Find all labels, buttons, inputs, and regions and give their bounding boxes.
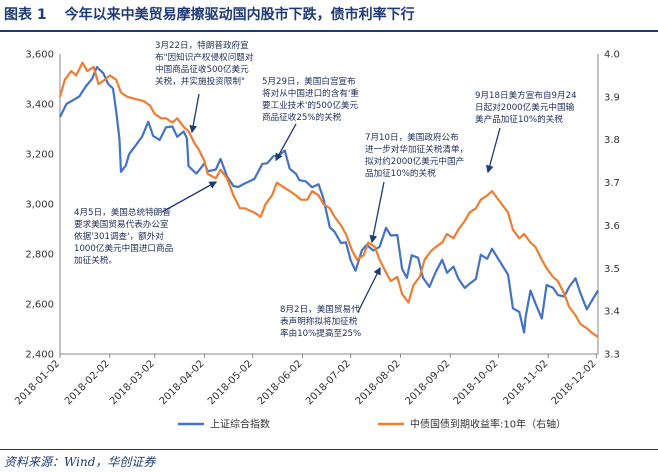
right-tick-label: 3.3 <box>604 350 620 361</box>
annotation-line: 依据'301调查'，额外对 <box>74 230 164 242</box>
left-tick-label: 3,000 <box>25 200 54 211</box>
annotation-line: 1000亿美元中国进口商品 <box>74 242 173 254</box>
annotation-arrow <box>189 93 200 134</box>
annotation-line: 拟对约2000亿美元中国产 <box>365 155 464 167</box>
right-tick-label: 3.6 <box>604 221 620 232</box>
x-tick-label: 2018-03-02 <box>108 358 157 407</box>
figure-label: 图表 1 <box>4 7 47 23</box>
annotation-line: 7月10日，美国政府公布 <box>365 131 459 143</box>
annotation-line: 品加征10%的关税 <box>365 167 436 179</box>
right-tick-label: 4.0 <box>604 50 620 61</box>
left-tick-label: 3,400 <box>25 100 54 111</box>
source-divider <box>0 449 658 450</box>
annotation-may29: 5月29日，美国白宫宣布将对从中国进口的含有'重要工业技术'的500亿美元商品征… <box>262 75 359 162</box>
annotation-line: 布"因知识产权侵权问题对 <box>155 51 254 63</box>
series-line-10y-bond-yield <box>58 61 599 338</box>
x-tick-label: 2018-02-02 <box>63 358 112 407</box>
annotation-line: 日起对2000亿美元中国输 <box>475 101 575 113</box>
right-tick-label: 3.5 <box>604 264 620 275</box>
left-tick-label: 3,200 <box>25 150 54 161</box>
annotations-layer: 3月22日，特朗普政府宣布"因知识产权侵权问题对中国商品征收500亿美元关税，并… <box>74 39 577 339</box>
annotation-line: 5月29日，美国白宫宣布 <box>262 75 356 87</box>
right-tick-label: 3.7 <box>604 178 620 189</box>
annotation-line: 中国商品征收500亿美元 <box>155 63 249 75</box>
annotation-line: 关税，并实施投资限制" <box>155 75 245 87</box>
left-tick-label: 2,400 <box>25 350 54 361</box>
annotation-line: 要求美国贸易代表办公室 <box>74 218 169 230</box>
x-tick-label: 2018-07-02 <box>304 358 353 407</box>
annotation-jul10: 7月10日，美国政府公布进一步对华加征关税清单，拟对约2000亿美元中国产品加征… <box>365 131 468 244</box>
annotation-line: 美产品加征10%的关税 <box>475 113 563 125</box>
x-tick-label: 2018-08-02 <box>354 358 403 407</box>
right-tick-label: 3.4 <box>604 307 620 318</box>
annotation-line: 加征关税。 <box>74 254 117 266</box>
legend: 上证综合指数 中债国债到期收益率:10年（右轴） <box>178 418 566 431</box>
x-tick-label: 2018-10-02 <box>452 358 501 407</box>
figure-header: 图表 1 今年以来中美贸易摩擦驱动国内股市下跌，债市利率下行 <box>0 0 658 28</box>
x-tick-label: 2018-09-02 <box>403 358 452 407</box>
annotation-line: 8月2日，美国贸易代 <box>280 303 360 315</box>
series-layer <box>58 61 599 338</box>
annotation-line: 4月5日，美国总统特朗普 <box>74 206 171 218</box>
left-tick-label: 3,600 <box>25 50 54 61</box>
legend-label: 上证综合指数 <box>210 418 270 431</box>
annotation-mar22: 3月22日，特朗普政府宣布"因知识产权侵权问题对中国商品征收500亿美元关税，并… <box>155 39 254 134</box>
left-tick-label: 2,600 <box>25 300 54 311</box>
x-tick-label: 2018-12-02 <box>550 358 599 407</box>
title-divider <box>0 30 658 32</box>
x-tick-label: 2018-05-02 <box>206 358 255 407</box>
x-tick-label: 2018-01-02 <box>13 358 62 407</box>
figure-title: 今年以来中美贸易摩擦驱动国内股市下跌，债市利率下行 <box>64 7 415 23</box>
annotation-line: 9月18日美方宣布自9月24 <box>475 89 577 101</box>
annotation-line: 进一步对华加征关税清单， <box>365 143 468 155</box>
right-tick-label: 3.9 <box>604 92 620 103</box>
annotation-arrow <box>357 266 381 313</box>
annotation-line: 3月22日，特朗普政府宣 <box>155 39 249 51</box>
annotation-line: 率由10%提高至25% <box>280 327 361 339</box>
annotation-arrow <box>485 127 501 174</box>
annotation-line: 表声明称拟将加征税 <box>280 315 358 327</box>
x-tick-label: 2018-11-02 <box>501 358 550 407</box>
series-line-shanghai-composite <box>59 65 599 334</box>
legend-label: 中债国债到期收益率:10年（右轴） <box>410 418 566 431</box>
annotation-line: 要工业技术'的500亿美元 <box>262 99 359 111</box>
source-note: 资料来源：Wind，华创证券 <box>4 455 156 469</box>
annotation-line: 商品征收25%的关税 <box>262 111 342 123</box>
left-tick-label: 2,800 <box>25 250 54 261</box>
annotation-arrow <box>161 181 218 213</box>
chart: 2,400 2,600 2,800 3,000 3,200 3,400 3,600 3.3 3.… <box>13 39 620 431</box>
annotation-arrow <box>369 181 385 244</box>
x-tick-label: 2018-04-02 <box>158 358 207 407</box>
annotation-apr5: 4月5日，美国总统特朗普要求美国贸易代表办公室依据'301调查'，额外对1000… <box>74 181 218 266</box>
annotation-line: 将对从中国进口的含有'重 <box>262 87 359 99</box>
x-tick-label: 2018-06-02 <box>256 358 305 407</box>
annotation-arrow <box>275 123 297 162</box>
right-tick-label: 3.8 <box>604 135 620 146</box>
